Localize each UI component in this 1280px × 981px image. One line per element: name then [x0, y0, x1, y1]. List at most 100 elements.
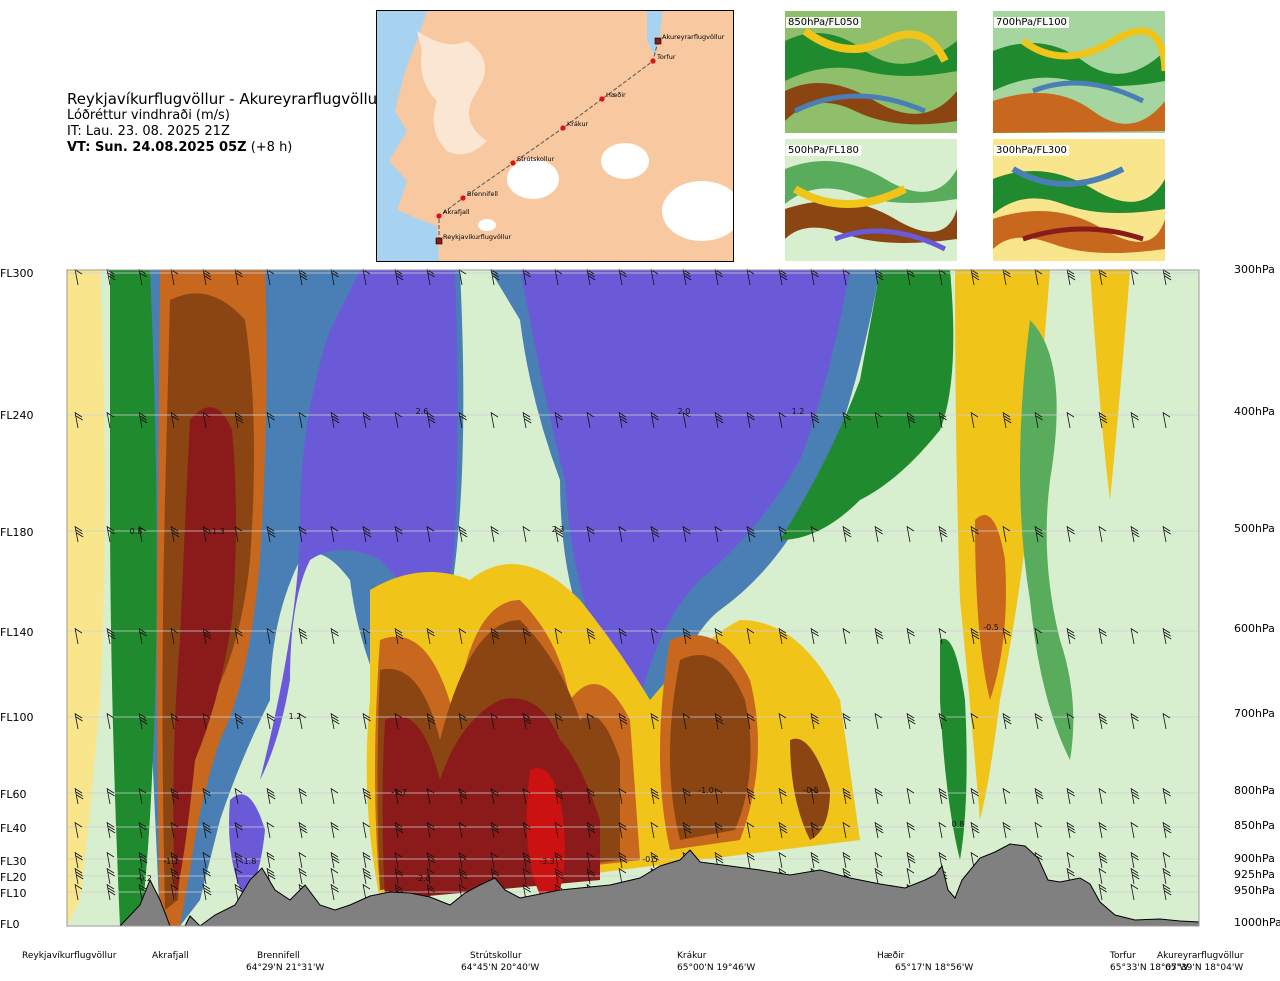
thumbnail-300[interactable]: 300hPa/FL300 — [993, 139, 1165, 261]
wind-barb — [490, 851, 499, 869]
wind-barb — [1130, 787, 1140, 805]
wind-barb — [234, 712, 244, 730]
map-glacier-2 — [601, 143, 649, 179]
wind-barb — [266, 411, 275, 429]
wind-barb — [170, 268, 179, 286]
wind-barb — [234, 821, 243, 839]
map-point-label: Torfur — [656, 53, 676, 61]
wind-barb — [1162, 411, 1171, 429]
wind-barb — [810, 627, 819, 645]
wind-barb — [1034, 268, 1043, 286]
value-label: -2.0 — [415, 874, 431, 883]
wind-barb — [1034, 787, 1044, 805]
x-location-name: Torfur — [1110, 951, 1136, 961]
thumbnail-500[interactable]: 500hPa/FL180 — [785, 139, 957, 261]
wind-barb — [874, 712, 883, 730]
wind-barb — [810, 851, 820, 869]
wind-barb — [1066, 525, 1075, 543]
field-strong-up-west — [260, 270, 458, 780]
wind-barb — [586, 821, 596, 839]
wind-barb — [970, 787, 979, 805]
wind-barb — [458, 712, 467, 730]
wind-barb — [394, 627, 404, 645]
wind-barb — [874, 268, 884, 286]
map-bay — [377, 206, 417, 256]
map-point-marker — [435, 237, 443, 245]
wind-barb — [266, 851, 275, 869]
wind-barb — [1002, 627, 1011, 645]
wind-barb — [1002, 525, 1011, 543]
field-up-east — [780, 270, 954, 540]
wind-barb — [298, 712, 307, 730]
wind-barb — [554, 712, 563, 730]
wind-barb — [74, 851, 83, 869]
wind-barb — [298, 411, 307, 429]
wind-barb — [394, 821, 404, 839]
wind-barb — [170, 787, 180, 805]
value-label: -1.1 — [163, 857, 179, 866]
wind-barb — [618, 627, 627, 645]
wind-barb — [1066, 411, 1075, 429]
p-label-300: 300hPa — [1234, 263, 1275, 276]
valid-time-label: VT: Sun. 24.08.2025 05Z — [67, 140, 247, 155]
wind-barb — [586, 867, 595, 885]
x-location-reykjavik: Reykjavíkurflugvöllur — [22, 951, 116, 961]
map-point-label: Hæðir — [606, 91, 626, 99]
p-label-700: 700hPa — [1234, 707, 1275, 720]
wind-barb — [202, 627, 212, 645]
wind-barb — [746, 627, 755, 645]
wind-barb — [394, 268, 404, 286]
wind-barb — [394, 712, 403, 730]
thumbnail-850[interactable]: 850hPa/FL050 — [785, 11, 957, 133]
wind-barb — [554, 411, 563, 429]
wind-barb — [842, 787, 852, 805]
fl-label-fl30: FL30 — [0, 855, 27, 868]
value-label: 1.2 — [792, 407, 805, 416]
wind-barb — [426, 627, 435, 645]
wind-barb — [842, 712, 851, 730]
thumbnail-700[interactable]: 700hPa/FL100 — [993, 11, 1165, 133]
wind-barb — [1130, 268, 1139, 286]
wind-barb — [1162, 883, 1172, 901]
map-sea-west — [377, 11, 439, 261]
p-label-850: 850hPa — [1234, 819, 1275, 832]
wind-barb — [74, 883, 83, 901]
map-point-label: Brennifell — [467, 190, 498, 198]
wind-barb — [618, 268, 627, 286]
wind-barb — [842, 268, 851, 286]
wind-barb — [74, 411, 83, 429]
wind-barb — [426, 851, 436, 869]
wind-barb — [746, 525, 756, 543]
wind-barb — [234, 883, 243, 901]
chart-title-block: Reykjavíkurflugvöllur - Akureyrarflugvöl… — [67, 90, 387, 156]
valid-time-offset: (+8 h) — [246, 140, 293, 155]
field-up-north — [1020, 320, 1074, 760]
wind-barb — [682, 525, 691, 543]
wind-barb — [746, 712, 755, 730]
map-point-marker — [599, 96, 605, 102]
wind-barb — [586, 525, 595, 543]
wind-barb — [842, 525, 852, 543]
wind-barb — [810, 268, 819, 286]
wind-barb — [490, 411, 499, 429]
map-fjord — [647, 11, 662, 56]
wind-barb — [682, 627, 692, 645]
p-label-800: 800hPa — [1234, 784, 1275, 797]
wind-barb — [106, 411, 115, 429]
wind-barb — [714, 851, 724, 869]
value-label: -0.5 — [983, 623, 999, 632]
p-label-500: 500hPa — [1234, 522, 1275, 535]
x-location-strutskollur: Strútskollur 64°45'N 20°40'W — [461, 951, 539, 973]
wind-barb — [266, 627, 275, 645]
thumbnail-500-label: 500hPa/FL180 — [786, 145, 861, 156]
value-label: -1.3 — [209, 527, 225, 536]
wind-barb — [362, 851, 371, 869]
wind-barb — [554, 787, 564, 805]
wind-barb — [298, 851, 307, 869]
value-label: -1.0 — [698, 786, 714, 795]
wind-barb — [554, 821, 563, 839]
wind-barb — [330, 787, 339, 805]
wind-barb — [1162, 525, 1171, 543]
wind-barb — [522, 787, 531, 805]
wind-barb — [1130, 627, 1139, 645]
